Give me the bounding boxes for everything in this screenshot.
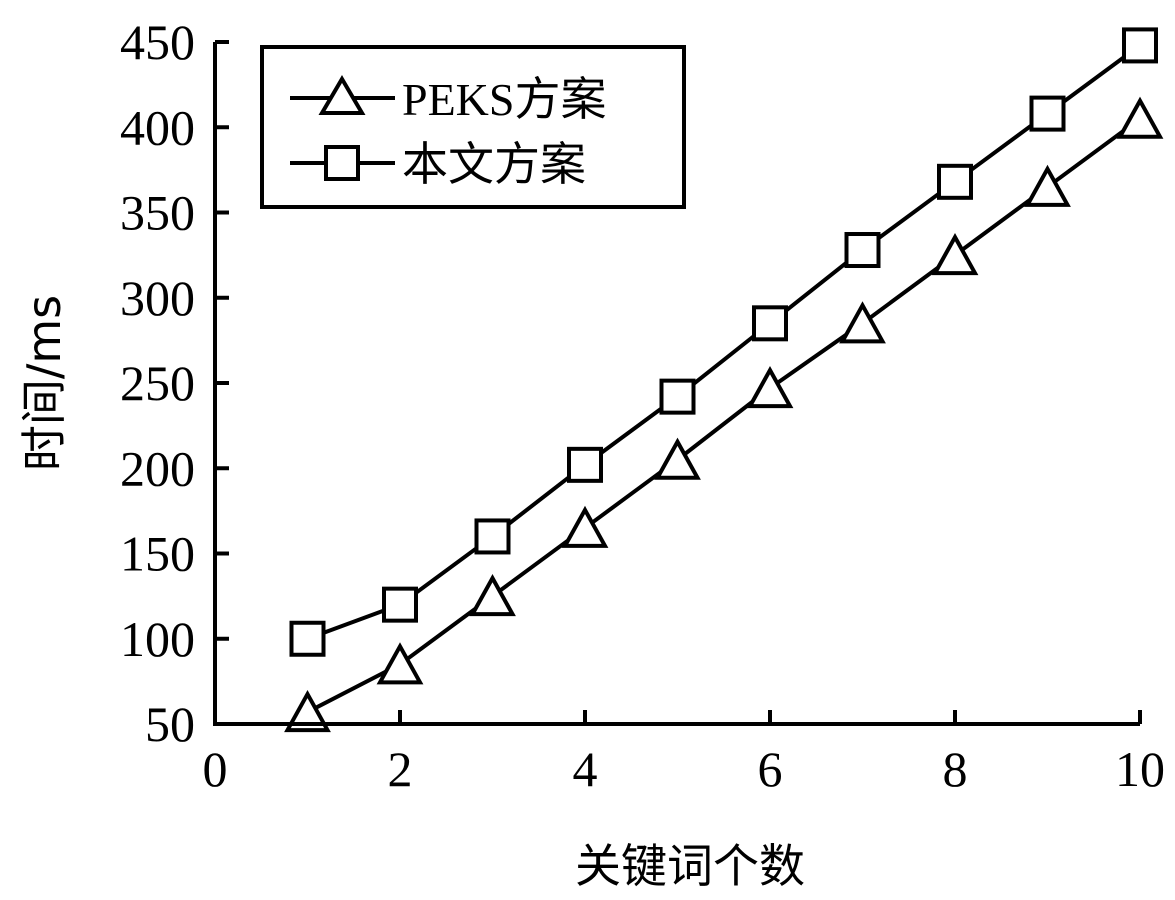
y-tick-label: 350 bbox=[120, 185, 195, 241]
x-tick-label: 4 bbox=[573, 741, 598, 797]
square-marker bbox=[659, 378, 696, 415]
y-tick-label: 200 bbox=[120, 440, 195, 496]
square-marker bbox=[1029, 95, 1066, 132]
square-marker bbox=[474, 518, 511, 555]
x-tick-label: 0 bbox=[203, 741, 228, 797]
triangle-marker bbox=[839, 301, 886, 344]
square-marker bbox=[844, 232, 881, 269]
y-tick-label: 50 bbox=[145, 696, 195, 752]
y-axis-title: 时间/ms bbox=[17, 295, 71, 471]
x-tick-label: 2 bbox=[388, 741, 413, 797]
triangle-marker bbox=[1024, 164, 1071, 207]
y-tick-label: 400 bbox=[120, 99, 195, 155]
legend-square-marker bbox=[324, 145, 360, 181]
series-line-triangle bbox=[306, 117, 1142, 714]
square-marker bbox=[382, 586, 418, 623]
y-tick-label: 250 bbox=[120, 355, 195, 411]
y-tick-label: 100 bbox=[120, 611, 195, 667]
triangle-marker bbox=[561, 505, 609, 548]
square-marker bbox=[937, 163, 973, 200]
y-tick-label: 450 bbox=[120, 14, 195, 70]
triangle-marker bbox=[376, 642, 424, 685]
legend-label-ours: 本文方案 bbox=[402, 139, 586, 190]
square-marker bbox=[567, 446, 603, 483]
legend: PEKS方案 本文方案 bbox=[260, 45, 686, 209]
square-marker bbox=[1122, 27, 1158, 64]
plot-lines bbox=[306, 43, 1142, 714]
y-tick-label: 150 bbox=[120, 526, 195, 582]
x-tick-label: 6 bbox=[758, 741, 783, 797]
square-marker bbox=[289, 620, 326, 657]
axes bbox=[213, 40, 1142, 726]
triangle-marker bbox=[746, 365, 794, 409]
x-tick-label: 8 bbox=[943, 741, 968, 797]
series-line-square bbox=[306, 43, 1142, 641]
x-axis-title: 关键词个数 bbox=[575, 839, 805, 893]
plot-markers bbox=[284, 27, 1164, 733]
triangle-marker bbox=[654, 437, 701, 480]
triangle-marker bbox=[469, 574, 516, 617]
y-tick-label: 300 bbox=[120, 270, 195, 326]
tick-labels: 0 2 4 6 8 10 50 100 150 200 250 300 350 400 450 bbox=[120, 14, 1165, 797]
triangle-marker bbox=[1116, 96, 1164, 139]
legend-label-peks: PEKS方案 bbox=[402, 74, 606, 125]
triangle-marker bbox=[931, 233, 979, 276]
x-tick-label: 10 bbox=[1115, 741, 1165, 797]
legend-triangle-marker bbox=[318, 75, 366, 115]
triangle-marker bbox=[284, 689, 331, 733]
square-marker bbox=[752, 305, 788, 342]
